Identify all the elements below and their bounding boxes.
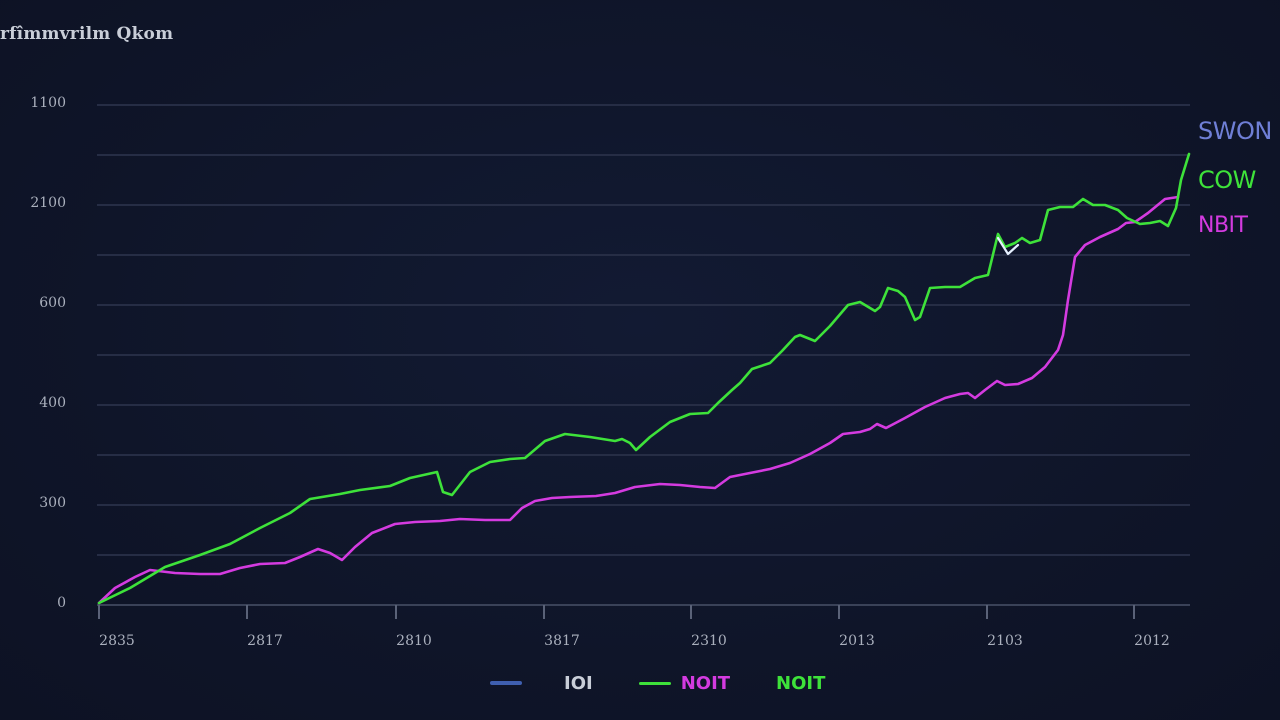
y-tick-label: 600	[39, 295, 66, 311]
legend-label-ioi: IOI	[564, 672, 593, 694]
series-line-nbit[interactable]	[97, 195, 1180, 605]
legend-item-noit-1[interactable]: NOIT	[593, 673, 730, 694]
y-tick-label: 2100	[30, 195, 66, 211]
series-line-cow[interactable]	[97, 152, 1191, 605]
y-tick-label: 400	[39, 395, 66, 411]
end-label-cow: COW	[1198, 166, 1256, 194]
y-tick-label: 0	[57, 595, 66, 611]
legend-item-ioi[interactable]: IOI	[478, 673, 593, 694]
x-tick-label: 2310	[691, 633, 727, 649]
legend: IOI NOIT NOIT	[478, 668, 825, 698]
x-tick-label: 2817	[247, 633, 283, 649]
chart-title: rfîmmvrilm Qkom	[0, 24, 174, 44]
legend-swatch-green	[638, 681, 671, 685]
gridlines	[97, 104, 1190, 556]
y-tick-label: 1100	[30, 95, 66, 111]
x-tick-label: 2103	[987, 633, 1023, 649]
x-axis-ticks	[98, 605, 1135, 619]
legend-item-noit-2[interactable]: NOIT	[730, 673, 825, 694]
legend-label-noit-1: NOIT	[680, 672, 731, 694]
x-tick-label: 2013	[839, 633, 875, 649]
end-label-nbit: NBIT	[1198, 213, 1248, 238]
legend-label-noit-2: NOIT	[776, 672, 826, 694]
legend-swatch-blue	[490, 681, 522, 685]
y-tick-label: 300	[39, 495, 66, 511]
x-tick-label: 2012	[1134, 633, 1170, 649]
x-tick-label: 2810	[396, 633, 432, 649]
x-tick-label: 3817	[544, 633, 580, 649]
end-label-swon: SWON	[1198, 117, 1272, 145]
series-highlight-segment	[996, 236, 1020, 256]
x-tick-label: 2835	[99, 633, 135, 649]
